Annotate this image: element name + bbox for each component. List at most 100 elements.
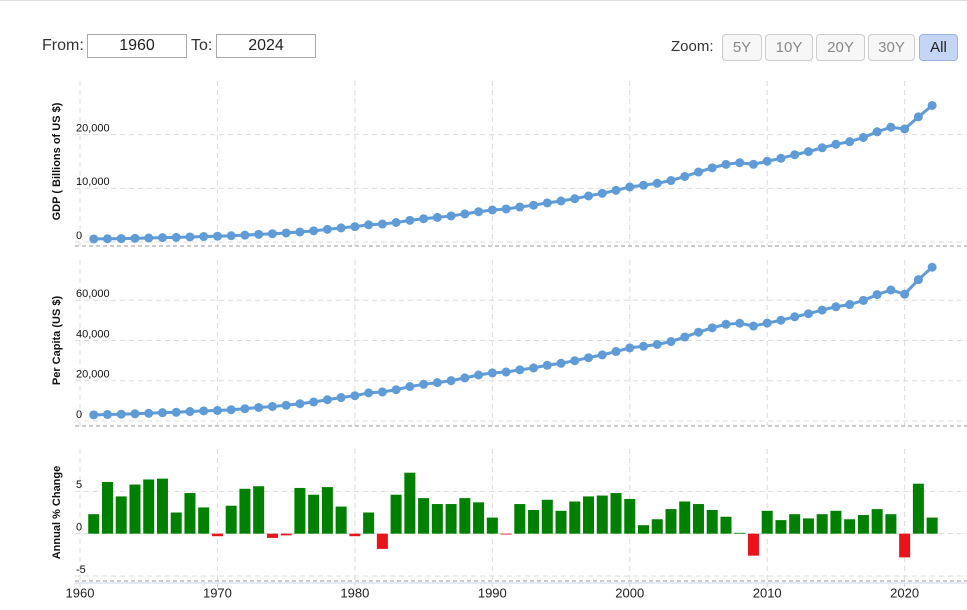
point <box>776 315 786 325</box>
zoom-button[interactable]: 5Y <box>722 34 762 61</box>
bar <box>651 519 663 534</box>
bar <box>225 505 237 534</box>
point <box>597 350 607 360</box>
bar <box>583 496 595 534</box>
point <box>735 158 745 168</box>
point <box>584 353 594 363</box>
point <box>515 202 525 212</box>
point <box>501 204 511 214</box>
point <box>748 159 758 169</box>
point <box>570 356 580 366</box>
point <box>116 409 126 419</box>
bar <box>541 499 553 534</box>
point <box>639 180 649 190</box>
y-tick-label: 60,000 <box>76 288 110 300</box>
x-tick-label: 1970 <box>203 585 232 600</box>
point <box>391 217 401 227</box>
bar <box>871 509 883 534</box>
zoom-button[interactable]: 30Y <box>868 34 915 61</box>
point <box>625 343 635 353</box>
bar <box>734 532 746 534</box>
bar <box>624 498 636 534</box>
point <box>432 212 442 222</box>
point <box>803 309 813 319</box>
point <box>817 143 827 153</box>
point <box>652 339 662 349</box>
zoom-button[interactable]: 10Y <box>765 34 813 61</box>
point <box>927 100 937 110</box>
point <box>226 405 236 415</box>
point <box>858 295 868 305</box>
point <box>254 229 264 239</box>
point <box>515 365 525 375</box>
bar <box>857 515 869 534</box>
point <box>721 159 731 169</box>
point <box>171 232 181 242</box>
point <box>309 397 319 407</box>
bar <box>211 533 223 537</box>
bar <box>926 517 938 534</box>
point <box>89 234 99 244</box>
point <box>680 332 690 342</box>
bar <box>184 493 196 534</box>
point <box>419 379 429 389</box>
bar <box>720 516 732 534</box>
point <box>405 382 415 392</box>
point <box>542 360 552 370</box>
point <box>680 171 690 181</box>
point <box>240 404 250 414</box>
bar <box>885 514 897 534</box>
bar <box>459 498 471 534</box>
bar <box>706 509 718 534</box>
point <box>817 305 827 315</box>
bar <box>747 533 759 556</box>
point <box>391 385 401 395</box>
bar <box>321 487 333 534</box>
point <box>185 232 195 242</box>
point <box>446 376 456 386</box>
bar <box>569 501 581 534</box>
bar <box>610 493 622 534</box>
point <box>281 400 291 410</box>
point <box>212 231 222 241</box>
point <box>240 230 250 240</box>
point <box>254 402 264 412</box>
to-input[interactable]: 2024 <box>216 34 316 58</box>
bar <box>445 504 457 534</box>
point <box>762 156 772 166</box>
point <box>322 395 332 405</box>
bar <box>280 533 292 536</box>
y-axis-label: Annual % Change <box>51 466 63 560</box>
line <box>93 104 934 241</box>
point <box>474 207 484 217</box>
point <box>144 408 154 418</box>
point <box>529 200 539 210</box>
point <box>913 112 923 122</box>
bar <box>239 488 251 534</box>
point <box>625 182 635 192</box>
bar <box>170 512 182 534</box>
point <box>185 407 195 417</box>
from-input[interactable]: 1960 <box>87 34 187 58</box>
bar <box>638 525 650 534</box>
zoom-button[interactable]: 20Y <box>816 34 865 61</box>
zoom-button[interactable]: All <box>919 34 958 61</box>
bar <box>115 496 127 534</box>
point <box>199 406 209 416</box>
point <box>487 205 497 215</box>
point <box>377 387 387 397</box>
point <box>295 399 305 409</box>
point <box>474 370 484 380</box>
x-tick-label: 1980 <box>340 585 369 600</box>
bar <box>761 510 773 534</box>
bar <box>912 483 924 534</box>
point <box>432 378 442 388</box>
point <box>900 289 910 299</box>
to-label: To: <box>191 37 213 54</box>
point <box>886 122 896 132</box>
bar <box>431 504 443 534</box>
point <box>611 185 621 195</box>
point <box>542 198 552 208</box>
